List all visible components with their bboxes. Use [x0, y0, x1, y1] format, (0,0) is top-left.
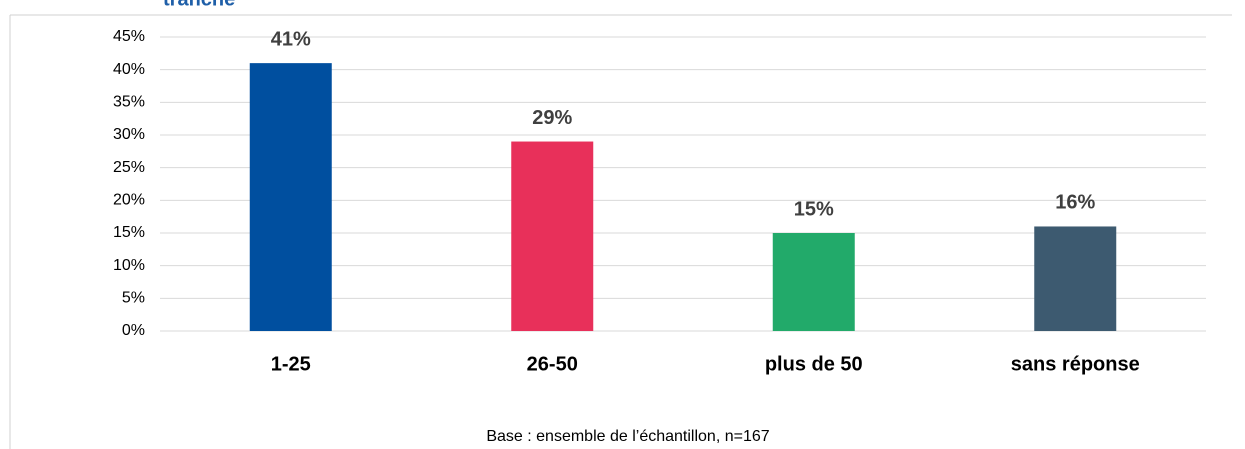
- x-tick-label: 1-25: [271, 353, 311, 375]
- x-tick-label: plus de 50: [765, 353, 863, 375]
- y-tick-label: 30%: [113, 126, 145, 143]
- y-tick-label: 15%: [113, 224, 145, 241]
- y-tick-label: 25%: [113, 159, 145, 176]
- x-tick-label: sans réponse: [1011, 353, 1140, 375]
- x-tick-label: 26-50: [527, 353, 578, 375]
- value-label: 15%: [794, 198, 834, 220]
- footnote: Base : ensemble de l’échantillon, n=167: [486, 428, 769, 445]
- y-tick-label: 35%: [113, 94, 145, 111]
- y-tick-label: 5%: [122, 290, 145, 307]
- y-tick-label: 20%: [113, 192, 145, 209]
- bar: [1034, 226, 1117, 331]
- bar: [511, 141, 594, 331]
- y-tick-label: 40%: [113, 61, 145, 78]
- value-label: 29%: [532, 107, 572, 129]
- y-tick-label: 45%: [113, 28, 145, 45]
- y-tick-label: 0%: [122, 322, 145, 339]
- value-label: 16%: [1055, 192, 1095, 214]
- value-label: 41%: [271, 28, 311, 50]
- bar: [249, 63, 332, 332]
- chart-title: tranche: [163, 0, 235, 10]
- bar: [772, 233, 855, 331]
- y-tick-label: 10%: [113, 257, 145, 274]
